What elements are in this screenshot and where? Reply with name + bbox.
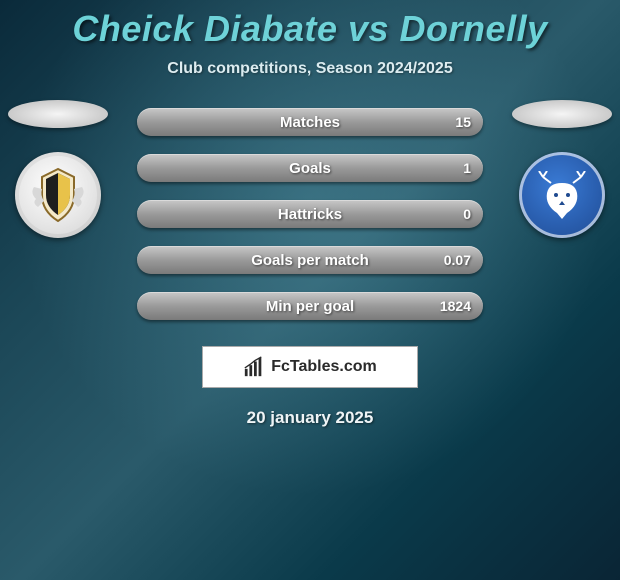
stat-row-goals-per-match: Goals per match 0.07 — [137, 246, 483, 274]
page-title: Cheick Diabate vs Dornelly — [0, 0, 620, 50]
stat-label: Matches — [280, 114, 340, 131]
stat-row-hattricks: Hattricks 0 — [137, 200, 483, 228]
stat-right-value: 0.07 — [444, 252, 471, 268]
stat-right-value: 1 — [463, 160, 471, 176]
club-crest-left — [15, 152, 101, 238]
left-player-column — [8, 100, 108, 238]
stat-label: Goals per match — [251, 252, 369, 269]
stag-icon — [533, 171, 591, 219]
comparison-content: Matches 15 Goals 1 Hattricks 0 Goals per… — [0, 108, 620, 428]
stat-row-matches: Matches 15 — [137, 108, 483, 136]
snapshot-date: 20 january 2025 — [0, 408, 620, 428]
stat-label: Hattricks — [278, 206, 342, 223]
bar-chart-icon — [243, 356, 265, 378]
left-player-slot — [8, 100, 108, 128]
stat-row-min-per-goal: Min per goal 1824 — [137, 292, 483, 320]
stat-label: Min per goal — [266, 298, 354, 315]
stat-right-value: 1824 — [440, 298, 471, 314]
right-player-slot — [512, 100, 612, 128]
stat-label: Goals — [289, 160, 331, 177]
stats-list: Matches 15 Goals 1 Hattricks 0 Goals per… — [137, 108, 483, 320]
right-player-column — [512, 100, 612, 238]
stat-row-goals: Goals 1 — [137, 154, 483, 182]
club-crest-right — [519, 152, 605, 238]
stat-right-value: 15 — [455, 114, 471, 130]
shield-lion-icon — [28, 165, 88, 225]
brand-attribution[interactable]: FcTables.com — [202, 346, 418, 388]
page-subtitle: Club competitions, Season 2024/2025 — [0, 60, 620, 78]
stat-right-value: 0 — [463, 206, 471, 222]
brand-text: FcTables.com — [271, 358, 377, 376]
